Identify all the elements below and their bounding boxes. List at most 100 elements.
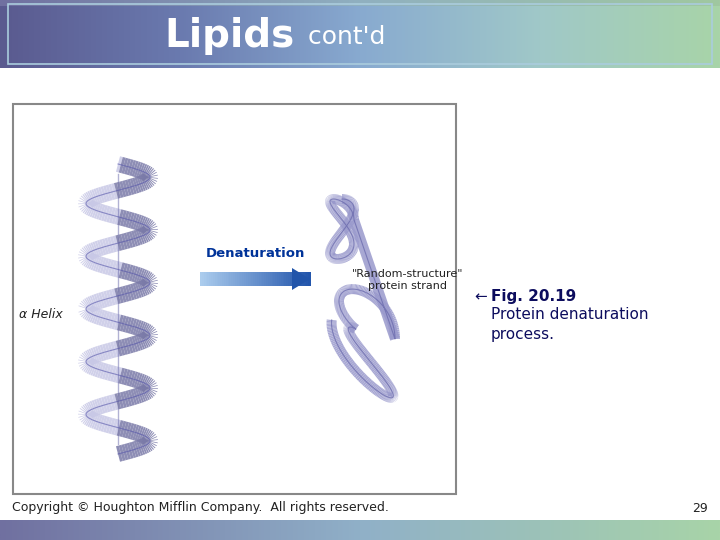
Polygon shape: [341, 315, 350, 322]
Polygon shape: [121, 339, 128, 355]
Polygon shape: [382, 391, 387, 400]
Polygon shape: [79, 198, 94, 207]
Polygon shape: [351, 324, 358, 332]
Polygon shape: [388, 393, 391, 403]
Polygon shape: [391, 393, 392, 403]
Polygon shape: [348, 211, 359, 215]
Polygon shape: [347, 285, 350, 294]
Polygon shape: [86, 192, 94, 207]
Polygon shape: [348, 212, 358, 216]
Polygon shape: [328, 330, 338, 334]
Polygon shape: [341, 224, 351, 230]
Polygon shape: [349, 217, 359, 219]
Polygon shape: [143, 173, 154, 186]
Polygon shape: [348, 321, 355, 329]
Polygon shape: [78, 414, 94, 415]
Polygon shape: [332, 209, 341, 217]
Polygon shape: [346, 323, 351, 332]
Polygon shape: [138, 427, 146, 443]
Polygon shape: [343, 316, 351, 323]
Polygon shape: [343, 194, 344, 204]
Polygon shape: [344, 330, 354, 334]
Polygon shape: [349, 208, 359, 209]
Bar: [251, 272, 253, 286]
Polygon shape: [348, 363, 357, 372]
Polygon shape: [343, 327, 353, 330]
Polygon shape: [391, 393, 393, 403]
Polygon shape: [79, 359, 94, 367]
Polygon shape: [139, 375, 147, 390]
Polygon shape: [348, 201, 357, 207]
Polygon shape: [348, 234, 357, 239]
Polygon shape: [138, 268, 145, 284]
Polygon shape: [335, 232, 343, 239]
Polygon shape: [143, 170, 156, 181]
Polygon shape: [130, 213, 138, 229]
Bar: [242, 272, 245, 286]
Polygon shape: [353, 325, 358, 333]
Polygon shape: [342, 199, 348, 208]
Polygon shape: [143, 221, 155, 234]
Polygon shape: [379, 303, 389, 311]
Polygon shape: [356, 285, 359, 295]
Polygon shape: [120, 286, 127, 302]
Polygon shape: [348, 246, 359, 248]
Polygon shape: [337, 254, 338, 264]
Text: cont'd: cont'd: [300, 25, 385, 49]
Polygon shape: [330, 253, 336, 262]
Polygon shape: [374, 296, 381, 305]
Polygon shape: [137, 387, 144, 403]
Polygon shape: [129, 231, 135, 247]
Polygon shape: [348, 248, 356, 254]
Polygon shape: [116, 262, 122, 278]
Polygon shape: [334, 303, 344, 306]
Polygon shape: [135, 426, 142, 441]
Bar: [261, 272, 263, 286]
Polygon shape: [110, 260, 117, 276]
Polygon shape: [135, 268, 143, 284]
Polygon shape: [348, 202, 358, 207]
Polygon shape: [348, 322, 356, 329]
Polygon shape: [327, 325, 337, 327]
Polygon shape: [351, 323, 355, 333]
Polygon shape: [116, 340, 122, 356]
Polygon shape: [109, 395, 116, 411]
Polygon shape: [80, 358, 94, 369]
Polygon shape: [99, 239, 107, 255]
Polygon shape: [348, 216, 359, 218]
Polygon shape: [143, 437, 154, 450]
Polygon shape: [350, 322, 352, 332]
Polygon shape: [390, 337, 400, 339]
Polygon shape: [354, 369, 363, 378]
Text: Copyright © Houghton Mifflin Company.  All rights reserved.: Copyright © Houghton Mifflin Company. Al…: [12, 502, 389, 515]
Polygon shape: [142, 325, 151, 339]
Polygon shape: [142, 376, 150, 392]
Polygon shape: [80, 408, 94, 418]
Polygon shape: [82, 353, 93, 366]
Polygon shape: [327, 328, 337, 331]
Polygon shape: [348, 322, 351, 332]
Polygon shape: [143, 273, 154, 286]
Polygon shape: [98, 415, 105, 431]
Polygon shape: [120, 181, 126, 197]
Polygon shape: [341, 225, 350, 232]
Polygon shape: [94, 241, 102, 256]
Polygon shape: [336, 231, 344, 238]
Polygon shape: [117, 315, 124, 331]
Polygon shape: [328, 253, 336, 261]
Polygon shape: [326, 323, 336, 325]
Polygon shape: [112, 313, 118, 329]
Polygon shape: [83, 405, 94, 418]
Polygon shape: [122, 316, 130, 332]
Polygon shape: [353, 325, 359, 333]
Polygon shape: [359, 286, 363, 295]
Polygon shape: [386, 386, 395, 392]
Polygon shape: [331, 238, 340, 245]
Polygon shape: [376, 298, 384, 307]
Polygon shape: [326, 247, 336, 251]
Polygon shape: [80, 303, 94, 312]
Polygon shape: [348, 240, 359, 242]
Polygon shape: [102, 344, 109, 360]
Polygon shape: [94, 308, 101, 324]
Polygon shape: [343, 329, 354, 333]
